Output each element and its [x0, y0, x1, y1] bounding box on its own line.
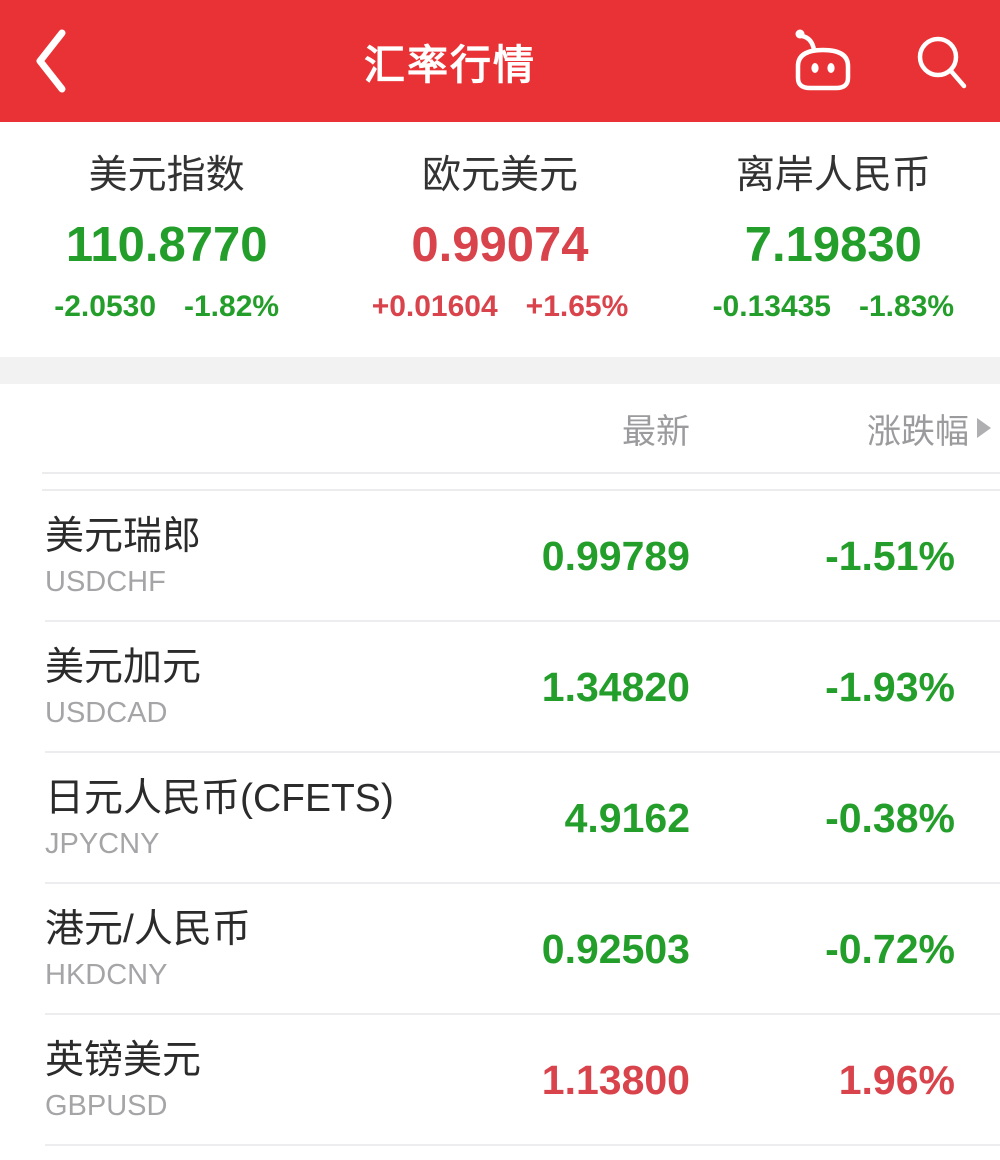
- latest-value: 0.92503: [541, 926, 690, 972]
- change-pct: -0.72%: [825, 926, 955, 972]
- divider: [42, 472, 1000, 474]
- tile-change-pct: -1.83%: [859, 290, 955, 323]
- summary-tile-offshore-rmb[interactable]: 离岸人民币 7.19830 -0.13435 -1.83%: [667, 154, 1000, 323]
- change-pct: -0.38%: [825, 795, 955, 841]
- summary-tiles: 美元指数 110.8770 -2.0530 -1.82% 欧元美元 0.9907…: [0, 122, 1000, 357]
- tile-change: -0.13435 -1.83%: [667, 291, 1000, 322]
- tile-change-pct: -1.82%: [184, 290, 280, 323]
- divider: [42, 489, 1000, 491]
- pair-cell: 港元/人民币 HKDCNY: [45, 910, 440, 990]
- latest-value: 1.13800: [541, 1057, 690, 1103]
- column-header-latest[interactable]: 最新: [622, 412, 690, 451]
- summary-tile-usd-index[interactable]: 美元指数 110.8770 -2.0530 -1.82%: [0, 154, 333, 323]
- tile-change: +0.01604 +1.65%: [333, 291, 666, 322]
- search-button[interactable]: [912, 31, 970, 91]
- tile-change-pct: +1.65%: [525, 290, 629, 323]
- pair-name: 美元瑞郎: [45, 514, 202, 558]
- column-header-change[interactable]: 涨跌幅: [690, 404, 991, 453]
- latest-value: 0.99789: [541, 533, 690, 579]
- assistant-button[interactable]: [792, 28, 854, 94]
- appbar-actions: [795, 28, 970, 94]
- chevron-left-icon: [30, 25, 70, 97]
- tile-name: 欧元美元: [421, 154, 578, 197]
- table-row-usdcad[interactable]: 美元加元 USDCAD 1.34820 -1.93%: [0, 622, 1000, 753]
- pair-name: 英镑美元: [45, 1038, 202, 1082]
- summary-tile-eurusd[interactable]: 欧元美元 0.99074 +0.01604 +1.65%: [333, 154, 666, 323]
- pair-code: JPYCNY: [45, 827, 160, 860]
- latest-value: 4.9162: [564, 795, 690, 841]
- tile-change-abs: -0.13435: [712, 290, 831, 323]
- tile-change-abs: +0.01604: [371, 290, 498, 323]
- pair-code: GBPUSD: [45, 1089, 168, 1122]
- table-header: 最新 涨跌幅: [0, 384, 1000, 472]
- tile-name: 离岸人民币: [735, 154, 931, 197]
- change-pct: -1.51%: [825, 533, 955, 579]
- table-row-jpycny[interactable]: 日元人民币(CFETS) JPYCNY 4.9162 -0.38%: [0, 753, 1000, 884]
- latest-value: 1.34820: [541, 664, 690, 710]
- back-button[interactable]: [30, 25, 100, 97]
- table-row-usdchf[interactable]: 美元瑞郎 USDCHF 0.99789 -1.51%: [0, 491, 1000, 622]
- pair-cell: 英镑美元 GBPUSD: [45, 1041, 440, 1121]
- pair-code: HKDCNY: [45, 958, 168, 991]
- app-header: 汇率行情: [0, 0, 1000, 122]
- tile-value: 0.99074: [411, 218, 589, 272]
- tile-name: 美元指数: [88, 154, 245, 197]
- column-header-change-label: 涨跌幅: [867, 412, 969, 451]
- change-pct: -1.93%: [825, 664, 955, 710]
- pair-cell: 日元人民币(CFETS) JPYCNY: [45, 779, 440, 859]
- pair-cell: 美元瑞郎 USDCHF: [45, 517, 440, 597]
- search-icon: [912, 31, 970, 91]
- table-row-gbpusd[interactable]: 英镑美元 GBPUSD 1.13800 1.96%: [0, 1015, 1000, 1146]
- tile-value: 110.8770: [65, 218, 268, 272]
- table-row-hkdcny[interactable]: 港元/人民币 HKDCNY 0.92503 -0.72%: [0, 884, 1000, 1015]
- tile-change-abs: -2.0530: [54, 290, 156, 323]
- pair-cell: 美元加元 USDCAD: [45, 648, 440, 728]
- pair-name: 日元人民币(CFETS): [45, 776, 394, 820]
- divider-gap: [0, 474, 1000, 489]
- page-title: 汇率行情: [364, 42, 536, 88]
- tile-value: 7.19830: [744, 218, 922, 272]
- tile-change: -2.0530 -1.82%: [0, 291, 333, 322]
- section-divider: [0, 357, 1000, 384]
- sort-arrow-icon: [977, 418, 991, 438]
- robot-assistant-icon: [792, 28, 854, 94]
- pair-code: USDCAD: [45, 696, 168, 729]
- pair-name: 美元加元: [45, 645, 202, 689]
- pair-name: 港元/人民币: [45, 907, 251, 951]
- quotes-table: 最新 涨跌幅 美元瑞郎 USDCHF 0.99789 -1.51% 美元加元 U…: [0, 384, 1000, 1146]
- change-pct: 1.96%: [838, 1057, 955, 1103]
- pair-code: USDCHF: [45, 565, 166, 598]
